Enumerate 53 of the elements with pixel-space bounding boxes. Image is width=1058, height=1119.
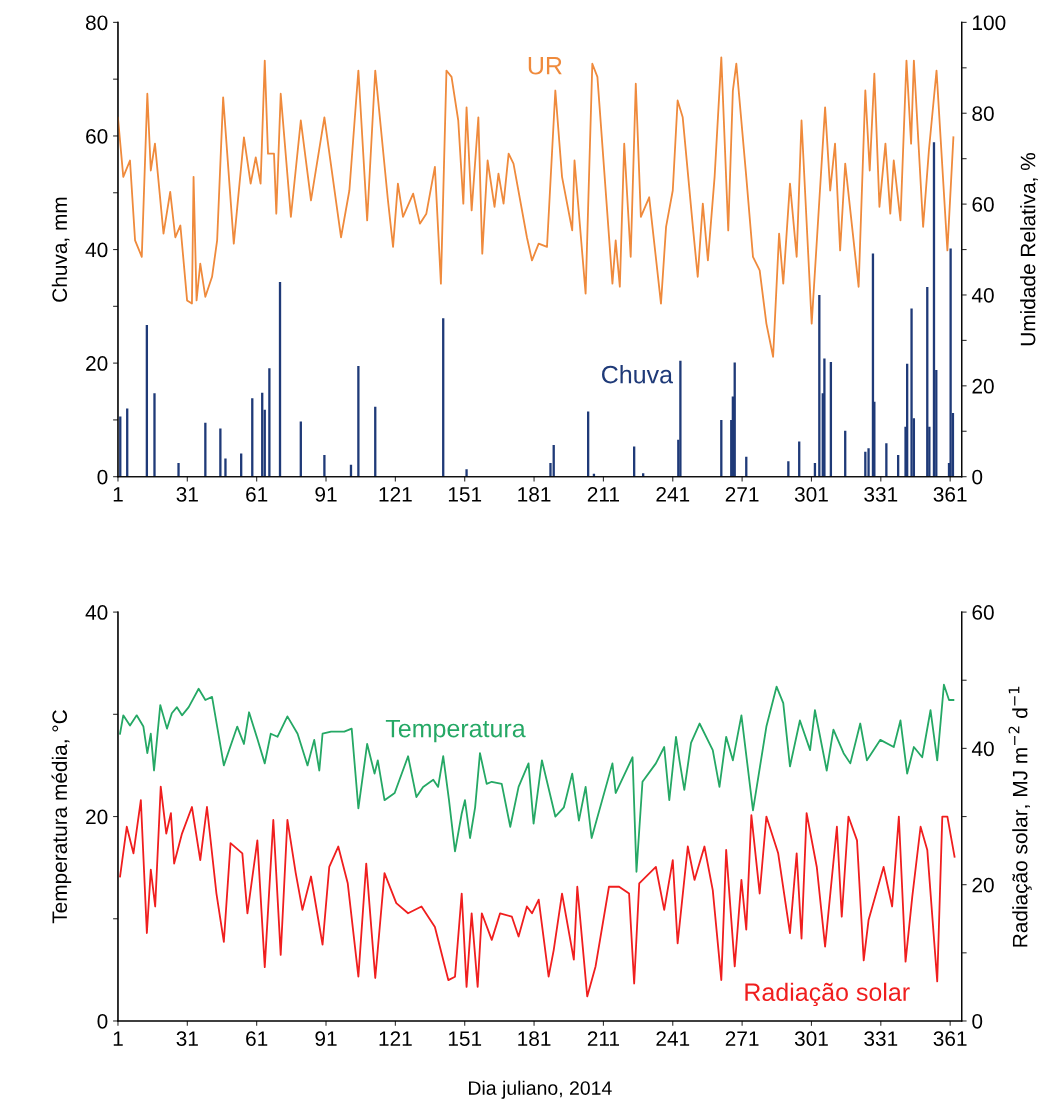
y2-tick-label: 100	[973, 15, 1006, 31]
y2-tick-label: 60	[972, 605, 994, 620]
y-tick-label: 60	[86, 128, 108, 144]
x-tick-label: 271	[725, 486, 759, 502]
x-tick-label: 271	[725, 1031, 759, 1046]
series-label: Radiação solar	[745, 982, 910, 1007]
y-tick-label: 40	[85, 605, 108, 620]
y-tick-label: 40	[85, 242, 108, 258]
x-tick-label: 91	[315, 486, 337, 502]
x-tick-label: 301	[794, 486, 828, 502]
y-tick-label: 20	[86, 809, 108, 825]
y2-tick-label: 0	[972, 469, 983, 485]
y-tick-label: 0	[97, 1013, 108, 1029]
y-axis-title: Temperatura média, °C	[51, 710, 72, 924]
x-tick-label: 61	[246, 1031, 268, 1046]
y2-tick-label: 40	[971, 741, 994, 757]
y-tick-label: 20	[86, 356, 108, 371]
series-label: Chuva	[602, 365, 674, 384]
y-tick-label: 80	[85, 15, 108, 31]
x-tick-label: 1	[113, 1031, 123, 1046]
y-axis-title: Chuva, mm	[51, 197, 70, 302]
x-tick-label: 91	[315, 1031, 337, 1046]
x-tick-label: 31	[176, 486, 198, 502]
x-tick-label: 361	[933, 1031, 967, 1046]
x-tick-label: 151	[448, 1031, 482, 1046]
y2-tick-label: 0	[972, 1013, 983, 1029]
x-tick-label: 331	[864, 486, 898, 502]
y2-tick-label: 40	[971, 287, 994, 303]
x-tick-label: 211	[587, 1031, 620, 1046]
series-label: UR	[528, 57, 562, 75]
x-tick-label: 331	[864, 1031, 898, 1046]
x-tick-label: 1	[113, 487, 123, 502]
x-tick-label: 211	[587, 486, 620, 502]
x-tick-label: 181	[518, 486, 551, 502]
y-tick-label: 0	[97, 469, 108, 485]
x-tick-label: 151	[448, 487, 482, 502]
x-tick-label: 361	[933, 486, 967, 502]
x-tick-label: 301	[794, 1031, 828, 1046]
y2-tick-label: 60	[972, 197, 994, 212]
series-label: Temperatura	[385, 719, 526, 743]
y2-axis-title: Umidade Relativa, %	[1020, 153, 1038, 346]
x-tick-label: 241	[656, 1031, 690, 1046]
x-tick-label: 121	[379, 486, 412, 502]
y2-tick-label: 20	[972, 877, 994, 893]
x-tick-label: 121	[379, 1031, 412, 1046]
y2-axis-title: Radiação solar, MJ m$^{−2}$ d$^{−1}$	[1008, 686, 1032, 947]
x-tick-label: 181	[518, 1031, 551, 1046]
x-tick-label: 31	[176, 1031, 198, 1046]
x-tick-label: 61	[246, 486, 268, 502]
x-tick-label: 241	[656, 486, 690, 502]
y2-tick-label: 80	[972, 106, 994, 121]
x-axis-title: Dia juliano, 2014	[469, 1080, 612, 1099]
y2-tick-label: 20	[972, 378, 994, 394]
